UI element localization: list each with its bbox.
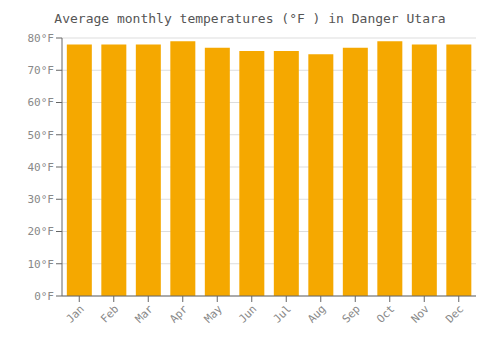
svg-text:May: May xyxy=(202,302,226,326)
svg-text:Mar: Mar xyxy=(133,302,157,326)
svg-text:Aug: Aug xyxy=(305,302,328,325)
svg-text:Apr: Apr xyxy=(167,302,191,326)
svg-text:Jul: Jul xyxy=(271,302,294,325)
svg-text:Dec: Dec xyxy=(443,302,466,325)
svg-text:70°F: 70°F xyxy=(28,64,55,77)
svg-text:Oct: Oct xyxy=(374,302,397,325)
svg-text:80°F: 80°F xyxy=(28,32,55,45)
svg-text:30°F: 30°F xyxy=(28,193,55,206)
svg-text:40°F: 40°F xyxy=(28,161,55,174)
svg-text:60°F: 60°F xyxy=(28,96,55,109)
svg-text:Feb: Feb xyxy=(98,302,121,325)
svg-text:20°F: 20°F xyxy=(28,225,55,238)
svg-text:Sep: Sep xyxy=(340,302,363,325)
svg-text:Nov: Nov xyxy=(409,302,433,326)
svg-text:Jun: Jun xyxy=(236,302,259,325)
svg-text:0°F: 0°F xyxy=(34,290,54,303)
svg-text:10°F: 10°F xyxy=(28,258,55,271)
svg-text:50°F: 50°F xyxy=(28,129,55,142)
html-text:Average monthly temperatures (: Average monthly temperatures (°F ) in Da… xyxy=(54,11,446,26)
svg-text:Jan: Jan xyxy=(64,302,87,325)
